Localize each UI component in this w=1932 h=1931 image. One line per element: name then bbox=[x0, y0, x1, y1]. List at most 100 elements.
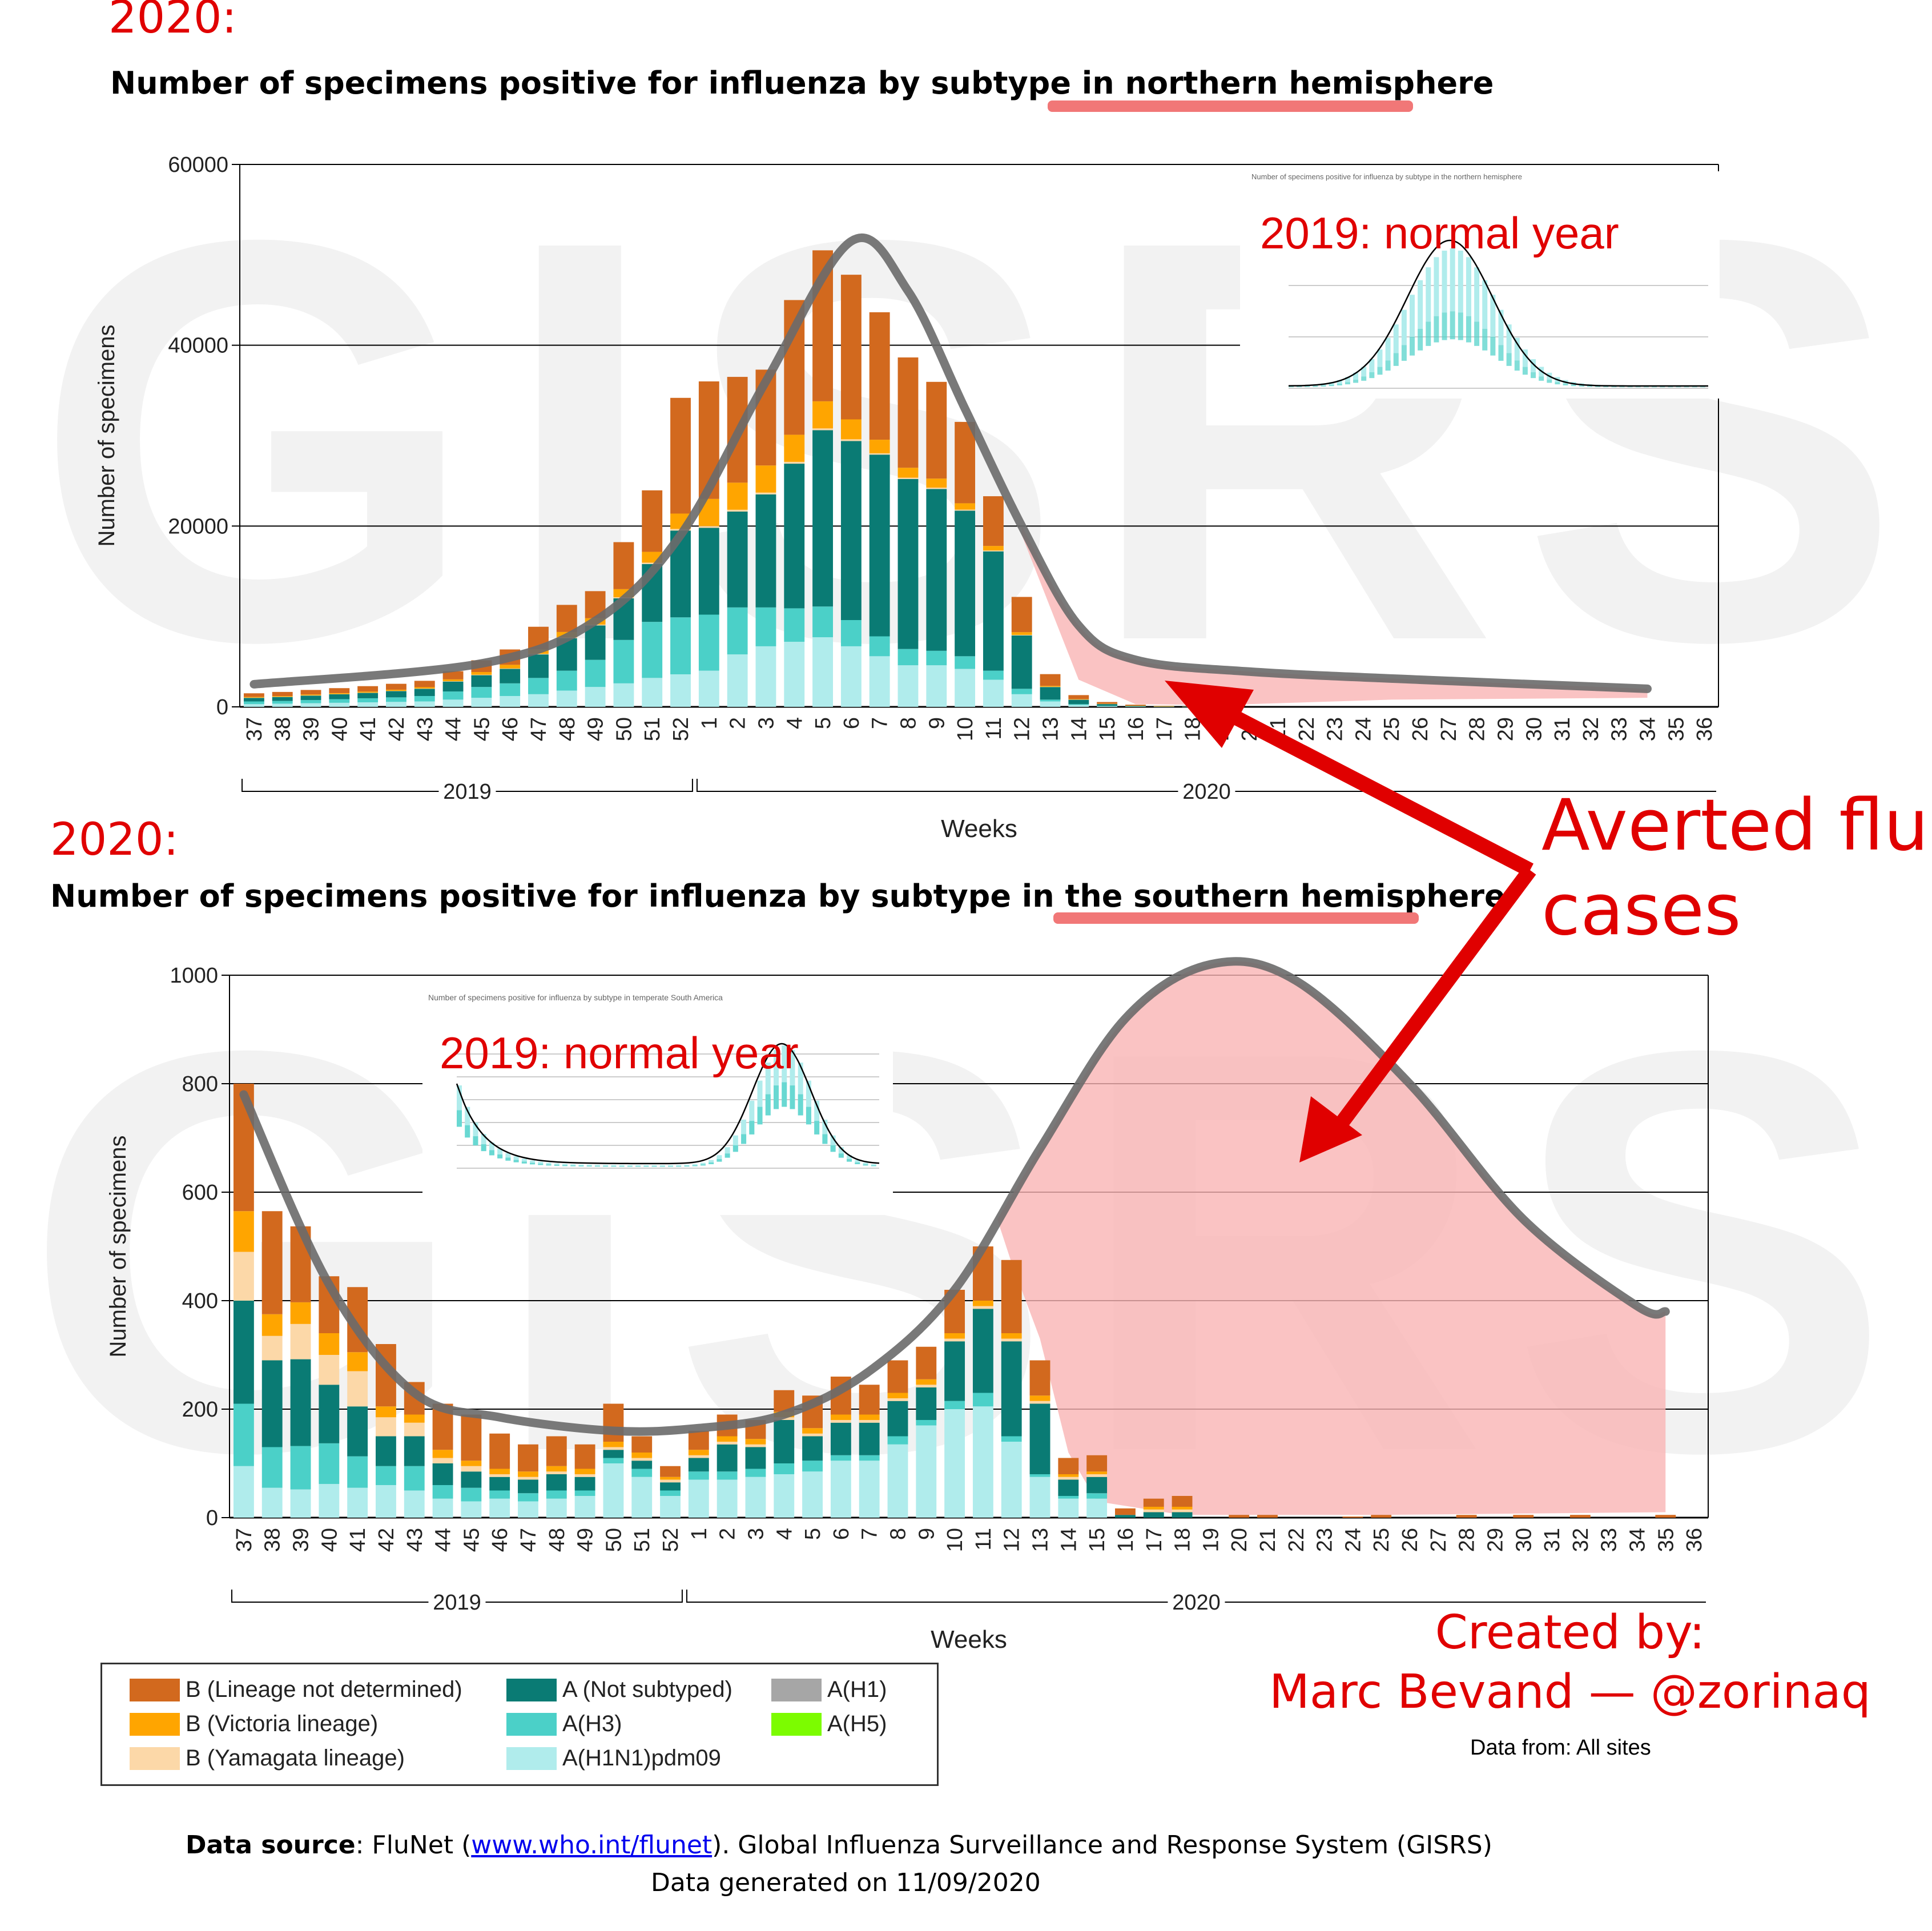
north-title-underline bbox=[1048, 100, 1413, 112]
bar-segment bbox=[887, 1436, 908, 1445]
bar-segment bbox=[784, 642, 805, 707]
legend-item-b-nd: B (Lineage not determined) bbox=[130, 1677, 462, 1703]
legend-swatch bbox=[130, 1747, 180, 1770]
bar-segment bbox=[812, 606, 833, 638]
bar-segment bbox=[660, 1482, 681, 1491]
south-title-underline bbox=[1053, 912, 1419, 924]
inset-bar bbox=[1385, 360, 1391, 371]
bar-segment bbox=[755, 465, 776, 493]
inset-bar bbox=[717, 1159, 722, 1162]
inset-bar bbox=[1401, 309, 1407, 345]
bar-segment bbox=[642, 622, 663, 678]
x-tick-label: 50 bbox=[612, 717, 636, 741]
bar-segment bbox=[897, 479, 919, 649]
south-title-highlight: southern hemisphere bbox=[1133, 878, 1506, 914]
bar-segment bbox=[955, 669, 976, 707]
inset-bar bbox=[1434, 316, 1439, 343]
bar-segment bbox=[1172, 1507, 1193, 1510]
inset-bar bbox=[1369, 372, 1375, 379]
bar-segment bbox=[1172, 1509, 1193, 1512]
bar-segment bbox=[774, 1420, 795, 1463]
flunet-link[interactable]: www.who.int/flunet bbox=[471, 1831, 713, 1860]
x-tick-label: 11 bbox=[972, 1528, 996, 1550]
bar-segment bbox=[1513, 1515, 1534, 1518]
bar-segment bbox=[414, 689, 435, 696]
bar-segment bbox=[717, 1471, 738, 1480]
year-group-label: 2020 bbox=[1172, 1591, 1221, 1615]
inset-bar bbox=[724, 1147, 730, 1158]
bar-segment bbox=[916, 1425, 937, 1518]
callout-line2: cases bbox=[1541, 869, 1741, 951]
x-tick-label: 39 bbox=[300, 717, 324, 741]
bar-segment bbox=[574, 1496, 595, 1518]
bar-segment bbox=[243, 693, 264, 697]
inset-bar bbox=[1418, 280, 1423, 329]
x-tick-label: 31 bbox=[1551, 717, 1575, 741]
inset-bar bbox=[1450, 248, 1455, 312]
bar-segment bbox=[869, 453, 890, 455]
bar-segment bbox=[745, 1477, 766, 1518]
inset-bar bbox=[822, 1134, 828, 1144]
x-tick-label: 52 bbox=[669, 717, 693, 741]
bar-segment bbox=[1058, 1474, 1079, 1477]
inset-bar bbox=[1361, 367, 1367, 377]
bar-segment bbox=[972, 1306, 993, 1309]
bar-segment bbox=[717, 1479, 738, 1518]
bar-segment bbox=[1058, 1479, 1079, 1496]
bar-segment bbox=[461, 1461, 482, 1466]
bar-segment bbox=[404, 1414, 425, 1423]
inset-bar bbox=[562, 1165, 567, 1166]
inset-bar bbox=[497, 1154, 503, 1158]
bar-segment bbox=[404, 1466, 425, 1491]
bar-segment bbox=[631, 1477, 653, 1518]
legend-swatch bbox=[771, 1678, 822, 1701]
x-tick-label: 28 bbox=[1466, 717, 1490, 741]
inset-curve bbox=[456, 1043, 880, 1165]
bar-segment bbox=[1229, 1515, 1250, 1518]
bar-segment bbox=[300, 695, 321, 701]
bar-segment bbox=[727, 509, 748, 512]
inset-bar bbox=[1426, 321, 1431, 346]
bar-segment bbox=[243, 698, 264, 702]
bar-segment bbox=[272, 691, 293, 696]
bar-segment bbox=[1182, 706, 1203, 707]
bar-segment bbox=[812, 637, 833, 707]
bar-segment bbox=[1001, 1333, 1022, 1339]
bar-segment bbox=[983, 551, 1004, 671]
bar-segment bbox=[432, 1458, 453, 1463]
bar-segment bbox=[574, 1444, 595, 1469]
bar-segment bbox=[546, 1490, 567, 1499]
inset-bar bbox=[619, 1165, 625, 1167]
inset-bar bbox=[481, 1144, 486, 1152]
bar-segment bbox=[887, 1398, 908, 1401]
bar-segment bbox=[1097, 703, 1118, 705]
inset-bar bbox=[806, 1107, 811, 1125]
inset-bar bbox=[1410, 295, 1415, 337]
bar-segment bbox=[432, 1450, 453, 1458]
y-tick-label: 600 bbox=[182, 1181, 218, 1205]
bar-segment bbox=[1001, 1341, 1022, 1437]
bar-segment bbox=[1011, 632, 1032, 635]
year-group-label: 2020 bbox=[1182, 780, 1231, 804]
inset-bar bbox=[700, 1164, 706, 1166]
inset-bar bbox=[724, 1153, 730, 1158]
bar-segment bbox=[869, 454, 890, 637]
bar-segment bbox=[983, 546, 1004, 551]
bar-segment bbox=[233, 1301, 254, 1404]
bar-segment bbox=[1097, 703, 1118, 706]
bar-segment bbox=[1001, 1442, 1022, 1518]
inset-bar bbox=[457, 1085, 462, 1127]
x-tick-label: 37 bbox=[243, 717, 267, 741]
bar-segment bbox=[698, 670, 719, 707]
inset-bar bbox=[871, 1165, 876, 1166]
legend-label: B (Yamagata lineage) bbox=[186, 1745, 405, 1771]
bar-segment bbox=[802, 1436, 823, 1461]
credit-line2: Marc Bevand — @zorinaq bbox=[1269, 1665, 1871, 1719]
bar-segment bbox=[1068, 699, 1089, 705]
bar-segment bbox=[717, 1436, 738, 1442]
x-tick-label: 41 bbox=[346, 1528, 370, 1552]
south-inset-title: Number of specimens positive for influen… bbox=[428, 993, 723, 1002]
bar-segment bbox=[1086, 1477, 1108, 1494]
bar-segment bbox=[585, 659, 606, 687]
bar-segment bbox=[500, 669, 521, 683]
